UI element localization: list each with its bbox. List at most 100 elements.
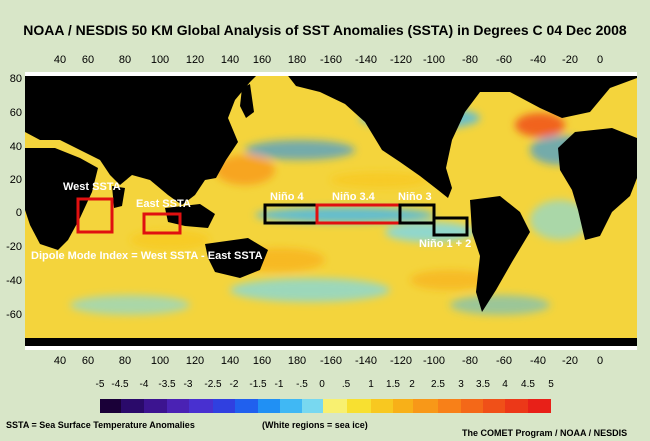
x-tick-label: 180 xyxy=(287,54,307,66)
x-tick-label: 80 xyxy=(118,355,132,367)
x-tick-label: 160 xyxy=(252,54,272,66)
nino3-label: Niño 3 xyxy=(398,191,432,203)
x-tick-label: -120 xyxy=(389,355,413,367)
dipole-mode-label: Dipole Mode Index = West SSTA - East SST… xyxy=(31,250,263,262)
x-tick-label: -40 xyxy=(530,54,546,66)
colorbar-swatch xyxy=(258,399,280,413)
colorbar-swatch xyxy=(323,399,347,413)
x-tick-label: 140 xyxy=(220,355,240,367)
x-tick-label: 100 xyxy=(150,355,170,367)
colorbar-label: 3.5 xyxy=(476,379,490,390)
x-tick-label: -140 xyxy=(354,355,378,367)
y-tick-label: 60 xyxy=(9,107,22,119)
colorbar-label: 3 xyxy=(458,379,464,390)
colorbar-label: -3 xyxy=(183,379,193,390)
colorbar-label: 0 xyxy=(319,379,325,390)
colorbar-swatch xyxy=(302,399,323,413)
east-ssta-box xyxy=(142,212,182,235)
x-tick-label: -80 xyxy=(462,355,478,367)
land xyxy=(25,72,637,350)
x-tick-label: -160 xyxy=(319,355,343,367)
colorbar-swatch xyxy=(483,399,505,413)
x-tick-label: 120 xyxy=(185,54,205,66)
colorbar-swatch xyxy=(371,399,393,413)
colorbar-label: -4.5 xyxy=(111,379,129,390)
colorbar-swatch xyxy=(235,399,258,413)
x-tick-label: 140 xyxy=(220,54,240,66)
x-tick-label: 100 xyxy=(150,54,170,66)
colorbar-label: 5 xyxy=(548,379,554,390)
x-tick-label: 0 xyxy=(596,355,604,367)
nino3-box xyxy=(398,203,436,225)
colorbar-swatch xyxy=(393,399,413,413)
colorbar-label: 1 xyxy=(368,379,374,390)
map-title: NOAA / NESDIS 50 KM Global Analysis of S… xyxy=(23,22,627,38)
x-tick-label: 80 xyxy=(118,54,132,66)
x-tick-label: 160 xyxy=(252,355,272,367)
x-tick-label: 180 xyxy=(287,355,307,367)
y-tick-label: 80 xyxy=(9,73,22,85)
colorbar-swatch xyxy=(347,399,371,413)
x-tick-label: 120 xyxy=(185,355,205,367)
index-regions xyxy=(76,197,469,237)
sea-ice xyxy=(25,72,637,350)
x-tick-label: 60 xyxy=(81,54,95,66)
nino12-label: Niño 1 + 2 xyxy=(419,238,471,250)
x-tick-label: -20 xyxy=(562,54,578,66)
x-tick-label: -100 xyxy=(422,355,446,367)
x-tick-label: -60 xyxy=(496,355,512,367)
credit-line: The COMET Program / NOAA / NESDIS xyxy=(462,428,628,438)
colorbar-label: -.5 xyxy=(296,379,308,390)
east-ssta-label: East SSTA xyxy=(136,198,191,210)
y-tick-label: -40 xyxy=(6,275,22,287)
colorbar-swatch xyxy=(528,399,551,413)
y-tick-label: 0 xyxy=(15,207,22,219)
x-tick-label: 0 xyxy=(596,54,604,66)
sea-ice-note: (White regions = sea ice) xyxy=(262,420,368,430)
y-tick-label: 20 xyxy=(9,174,22,186)
colorbar-label: -1 xyxy=(274,379,284,390)
x-tick-label: -80 xyxy=(462,54,478,66)
colorbar-label: 1.5 xyxy=(386,379,400,390)
colorbar-label: -2 xyxy=(229,379,239,390)
y-tick-label: -20 xyxy=(6,241,22,253)
west-ssta-label: West SSTA xyxy=(63,181,121,193)
x-tick-label: 40 xyxy=(53,355,67,367)
colorbar-swatch xyxy=(213,399,235,413)
colorbar-swatch xyxy=(461,399,483,413)
ssta-map: West SSTA East SSTA Niño 4 Niño 3.4 Niño… xyxy=(25,72,637,350)
x-tick-label: -140 xyxy=(354,54,378,66)
colorbar-swatch xyxy=(121,399,144,413)
colorbar-swatch xyxy=(144,399,167,413)
colorbar-label: .5 xyxy=(341,379,351,390)
colorbar-label: -5 xyxy=(95,379,105,390)
y-tick-label: -60 xyxy=(6,309,22,321)
west-ssta-box xyxy=(76,197,114,234)
colorbar-swatch xyxy=(189,399,213,413)
x-tick-label: 40 xyxy=(53,54,67,66)
colorbar-label: -2.5 xyxy=(204,379,222,390)
colorbar-label: -3.5 xyxy=(158,379,176,390)
y-tick-label: 40 xyxy=(9,141,22,153)
colorbar-label: -4 xyxy=(139,379,149,390)
colorbar-label: -1.5 xyxy=(249,379,267,390)
colorbar-label: 2.5 xyxy=(431,379,445,390)
nino4-label: Niño 4 xyxy=(270,191,304,203)
colorbar-swatch xyxy=(280,399,302,413)
colorbar-label: 2 xyxy=(409,379,415,390)
x-tick-label: 60 xyxy=(81,355,95,367)
colorbar-swatch xyxy=(167,399,189,413)
colorbar-swatch xyxy=(438,399,461,413)
nino34-label: Niño 3.4 xyxy=(332,191,376,203)
colorbar-label: 4.5 xyxy=(521,379,535,390)
x-tick-label: -20 xyxy=(562,355,578,367)
colorbar-swatch xyxy=(505,399,528,413)
x-tick-label: -60 xyxy=(496,54,512,66)
x-tick-label: -100 xyxy=(422,54,446,66)
ssta-definition-note: SSTA = Sea Surface Temperature Anomalies xyxy=(6,420,195,430)
colorbar-swatch xyxy=(413,399,438,413)
region-labels: West SSTA East SSTA Niño 4 Niño 3.4 Niño… xyxy=(31,181,471,262)
colorbar-label: 4 xyxy=(502,379,508,390)
nino12-box xyxy=(432,216,469,237)
x-tick-label: -120 xyxy=(389,54,413,66)
